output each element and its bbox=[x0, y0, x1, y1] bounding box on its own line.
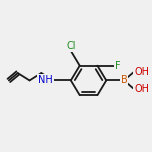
Text: F: F bbox=[115, 61, 121, 71]
Text: NH: NH bbox=[38, 75, 53, 85]
Text: OH: OH bbox=[134, 67, 149, 77]
Text: OH: OH bbox=[134, 84, 149, 94]
Text: B: B bbox=[121, 75, 127, 85]
Text: Cl: Cl bbox=[66, 41, 76, 51]
